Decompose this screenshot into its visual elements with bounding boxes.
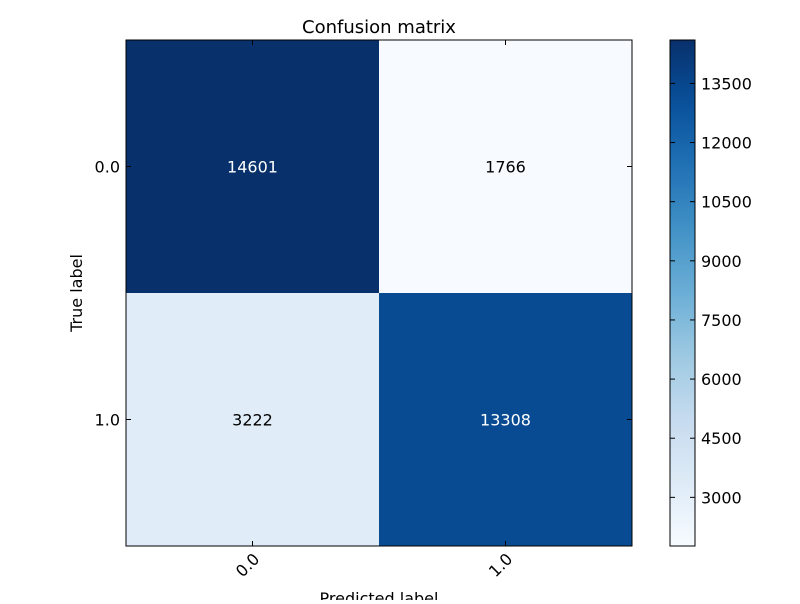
colorbar-gradient xyxy=(669,39,696,547)
colorbar-tick-label: 7500 xyxy=(701,311,742,330)
heatmap-cell xyxy=(126,40,379,293)
colorbar-tick-label: 6000 xyxy=(701,370,742,389)
cell-value-label: 1766 xyxy=(485,158,526,177)
colorbar: 3000 4500 6000 7500 9000 10500 12000 13500 xyxy=(669,39,752,547)
heatmap-cell xyxy=(379,293,632,546)
colorbar-tick-label: 12000 xyxy=(701,134,752,153)
colorbar-tick-label: 10500 xyxy=(701,193,752,212)
cell-value-label: 13308 xyxy=(480,411,531,430)
colorbar-tick-label: 4500 xyxy=(701,429,742,448)
cell-value-label: 14601 xyxy=(227,158,278,177)
colorbar-tick-label: 3000 xyxy=(701,488,742,507)
y-tick-label: 1.0 xyxy=(95,411,120,430)
plot-frame xyxy=(125,39,633,547)
x-axis-label: Predicted label xyxy=(320,589,439,600)
heatmap-cell xyxy=(379,40,632,293)
colorbar-tick-label: 9000 xyxy=(701,252,742,271)
heatmap-cell xyxy=(126,293,379,546)
x-tick-label: 1.0 xyxy=(485,549,516,580)
chart-title: Confusion matrix xyxy=(302,17,456,38)
heatmap-cells: 14601 1766 3222 13308 xyxy=(126,40,632,546)
x-tick-label: 0.0 xyxy=(232,549,263,580)
colorbar-tick-label: 13500 xyxy=(701,74,752,93)
cell-value-label: 3222 xyxy=(232,411,273,430)
y-tick-label: 0.0 xyxy=(95,158,120,177)
y-axis-label: True label xyxy=(67,254,86,333)
